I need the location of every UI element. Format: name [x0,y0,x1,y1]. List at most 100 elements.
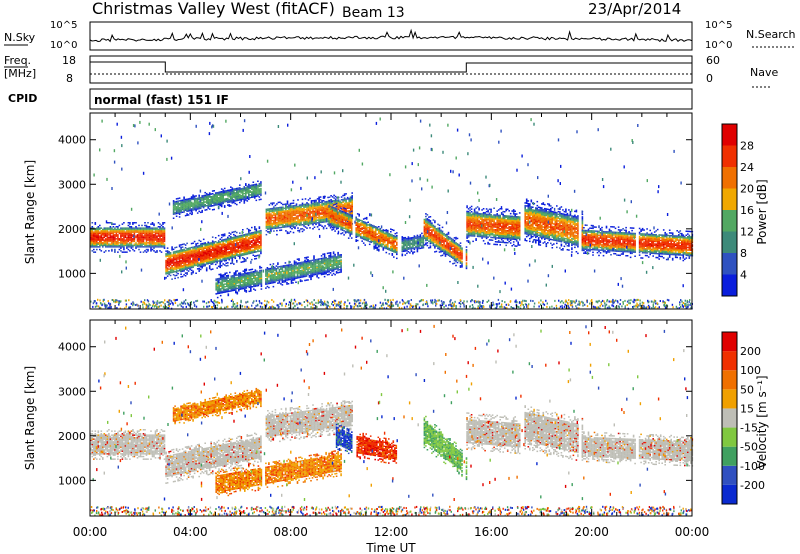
scatter-cell [288,209,290,212]
scatter-cell [368,238,371,240]
scatter-cell [260,277,263,280]
scatter-cell [292,226,295,228]
scatter-cell [211,201,214,203]
scatter-cell [256,273,258,275]
scatter-cell [332,219,335,221]
scatter-cell [270,226,272,229]
scatter-cell [276,227,278,229]
scatter-cell [207,261,209,263]
scatter-cell [217,260,220,262]
scatter-cell [260,250,262,252]
scatter-cell [258,237,261,239]
scatter-cell [350,226,353,229]
scatter-cell [337,200,340,203]
scatter-cell [198,265,200,267]
scatter-cell [290,273,293,275]
scatter-cell [130,236,133,239]
scatter-cell [228,192,231,194]
scatter-cell [332,209,335,212]
scatter-cell [239,251,241,253]
scatter-cell [308,266,311,269]
scatter-cell [322,212,325,214]
scatter-cell [220,200,223,202]
scatter-cell [248,248,250,251]
scatter-cell [162,228,164,231]
scatter-cell [240,249,243,251]
scatter-cell [224,272,226,275]
scatter-cell [204,205,206,207]
scatter-cell [172,210,175,213]
scatter-cell [187,255,190,258]
scatter-cell [207,193,209,196]
scatter-cell [245,259,247,261]
scatter-cell [220,201,223,204]
scatter-cell [327,216,329,219]
scatter-cell [239,245,241,248]
scatter-cell [154,228,157,231]
scatter-cell [326,259,329,261]
scatter-cell [274,274,276,277]
scatter-cell [257,245,259,247]
scatter-cell [225,265,227,267]
scatter-cell [265,225,268,228]
scatter-cell [102,232,104,235]
scatter-cell [305,271,308,273]
scatter-cell [157,239,160,241]
scatter-cell [239,253,241,256]
scatter-cell [310,206,313,209]
scatter-cell [205,247,208,249]
scatter-cell [117,231,119,233]
scatter-cell [240,254,243,257]
scatter-cell [270,224,272,226]
scatter-cell [216,258,218,260]
scatter-cell [253,273,255,276]
scatter-cell [91,239,94,241]
scatter-cell [331,226,334,229]
scatter-cell [246,243,249,246]
scatter-cell [248,197,250,199]
scatter-cell [249,229,252,232]
scatter-cell [301,267,303,269]
scatter-cell [217,197,220,199]
scatter-cell [313,274,315,276]
scatter-cell [251,236,253,238]
scatter-cell [279,217,281,219]
scatter-cell [251,279,254,281]
scatter-cell [344,212,347,214]
scatter-cell [280,277,282,280]
scatter-cell [279,209,281,211]
scatter-cell [307,272,309,274]
scatter-cell [210,243,212,245]
scatter-cell [190,264,193,266]
scatter-cell [318,223,320,225]
scatter-cell [277,266,279,268]
scatter-cell [193,207,196,210]
scatter-cell [166,259,169,261]
scatter-cell [205,209,208,211]
scatter-cell [186,258,188,261]
scatter-cell [233,280,236,282]
scatter-cell [312,210,314,213]
scatter-cell [335,228,338,230]
scatter-cell [349,227,351,229]
scatter-cell [237,196,240,199]
scatter-cell [302,266,305,269]
scatter-cell [150,235,152,237]
scatter-cell [332,224,335,226]
scatter-cell [174,246,176,249]
scatter-cell [289,274,291,277]
scatter-cell [187,202,190,204]
scatter-cell [338,213,341,215]
scatter-cell [316,219,319,221]
scatter-cell [248,195,250,198]
scatter-cell [180,252,182,254]
scatter-cell [184,272,187,274]
scatter-cell [120,230,122,232]
scatter-cell [166,271,169,273]
scatter-cell [183,274,185,276]
scatter-cell [287,273,290,276]
scatter-cell [180,273,182,275]
scatter-cell [326,258,329,260]
scatter-cell [223,250,226,253]
scatter-cell [172,205,175,207]
